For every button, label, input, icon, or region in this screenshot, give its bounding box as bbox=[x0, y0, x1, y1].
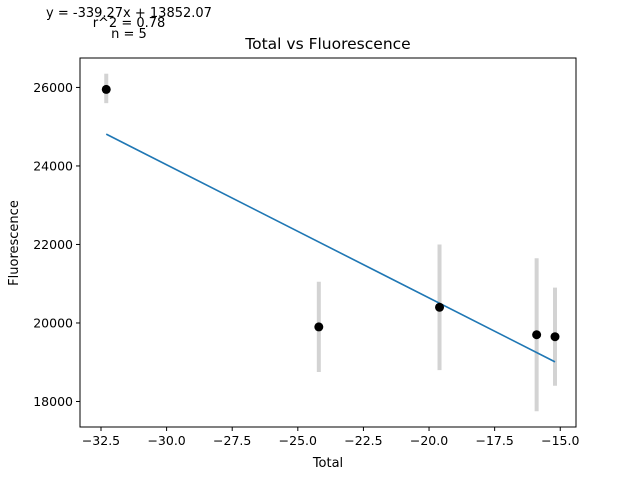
y-tick-label-3: 24000 bbox=[33, 158, 73, 173]
x-axis: −32.5 −30.0 −27.5 −25.0 −22.5 −20.0 −17.5 −15.0 bbox=[82, 427, 579, 448]
plot-area bbox=[101, 73, 560, 412]
y-axis-label: Fluorescence bbox=[7, 200, 22, 286]
sample-size: n = 5 bbox=[111, 27, 147, 42]
x-tick-label-6: −17.5 bbox=[475, 433, 513, 448]
y-axis: 18000 20000 22000 24000 26000 bbox=[33, 80, 80, 409]
y-tick-label-2: 22000 bbox=[33, 237, 73, 252]
y-tick-label-0: 18000 bbox=[33, 394, 73, 409]
x-tick-label-5: −20.0 bbox=[410, 433, 448, 448]
y-tick-label-1: 20000 bbox=[33, 315, 73, 330]
y-tick-label-4: 26000 bbox=[33, 80, 73, 95]
plot-frame bbox=[79, 57, 577, 428]
x-tick-label-3: −25.0 bbox=[279, 433, 317, 448]
r-squared: r^2 = 0.78 bbox=[93, 16, 166, 31]
data-point-0 bbox=[101, 84, 111, 94]
data-point-1 bbox=[314, 322, 324, 332]
data-point-3 bbox=[532, 330, 542, 340]
x-tick-label-1: −30.0 bbox=[147, 433, 185, 448]
x-axis-label: Total bbox=[312, 456, 343, 471]
fit-equation: y = -339.27x + 13852.07 bbox=[46, 6, 212, 21]
data-point-4 bbox=[550, 332, 560, 342]
x-tick-label-2: −27.5 bbox=[213, 433, 251, 448]
fit-line bbox=[105, 133, 556, 363]
chart-title: Total vs Fluorescence bbox=[244, 35, 410, 53]
x-tick-label-0: −32.5 bbox=[82, 433, 120, 448]
x-tick-label-7: −15.0 bbox=[541, 433, 579, 448]
data-point-2 bbox=[435, 302, 445, 312]
x-tick-label-4: −22.5 bbox=[344, 433, 382, 448]
